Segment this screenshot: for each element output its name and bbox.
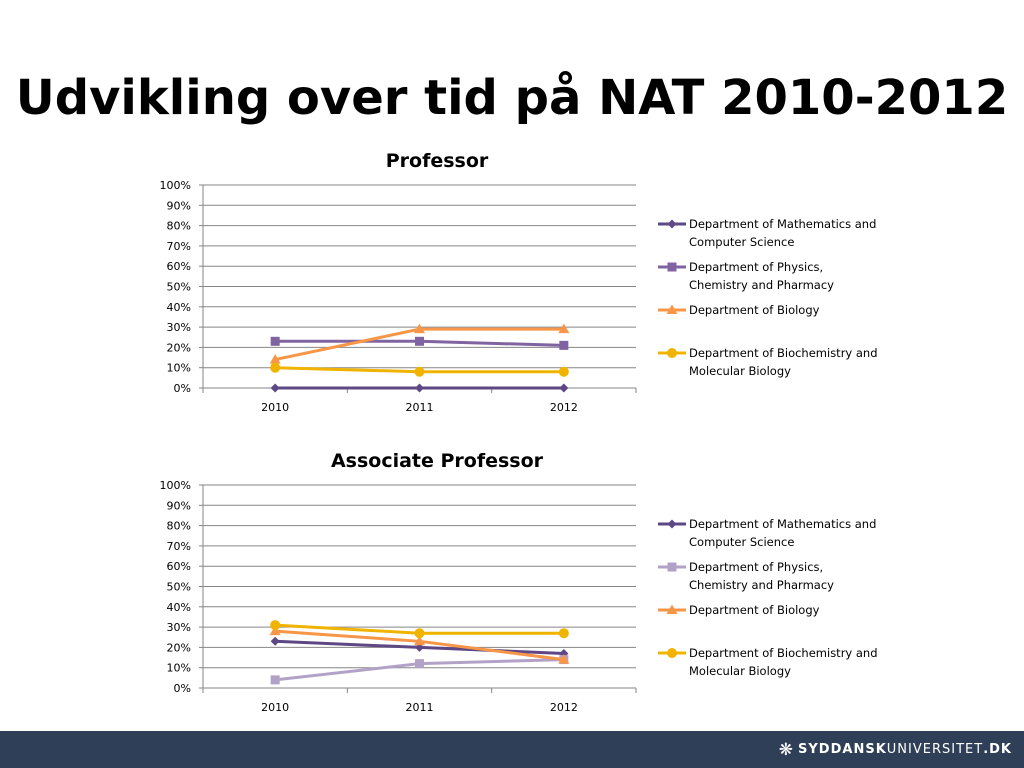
associate-legend-label: Department of Mathematics and: [689, 517, 876, 531]
associate-legend-item: Department of Mathematics and Computer Sc…: [658, 517, 876, 549]
associate-legend-label: Department of Biochemistry and: [689, 646, 878, 660]
associate-data-point: [415, 659, 424, 669]
associate-y-tick-label: 30%: [167, 621, 191, 634]
associate-data-point: [558, 628, 569, 639]
professor-legend-label: Department of Biochemistry and: [689, 346, 878, 360]
professor-y-tick-label: 60%: [167, 260, 191, 273]
associate-data-point: [270, 675, 280, 685]
professor-data-point: [559, 340, 569, 350]
professor-y-tick-label: 0%: [174, 382, 191, 395]
professor-x-tick-label: 2012: [550, 401, 578, 414]
university-logo: ❋ SYDDANSK UNIVERSITET .DK: [779, 731, 1012, 768]
professor-y-tick-label: 70%: [167, 240, 191, 253]
professor-data-point: [414, 366, 425, 377]
associate-data-point: [270, 636, 280, 646]
professor-data-point: [270, 336, 280, 346]
associate-y-tick-label: 90%: [167, 499, 191, 512]
professor-series-0: [270, 383, 569, 393]
professor-chart: Professor 0% 10% 20% 30% 40% 50% 60% 70% 80% 90% 10…: [160, 150, 878, 414]
associate-legend-marker: [667, 519, 677, 529]
professor-legend-label: Department of Physics,: [689, 260, 823, 274]
professor-legend-marker: [667, 262, 677, 272]
professor-legend-label: Chemistry and Pharmacy: [689, 278, 834, 292]
professor-y-tick-label: 100%: [160, 179, 191, 192]
professor-data-point: [414, 323, 425, 334]
professor-legend-item: Department of Biochemistry and Molecular …: [658, 346, 878, 378]
professor-x-tick-label: 2010: [261, 401, 289, 414]
associate-legend-marker: [667, 648, 677, 658]
professor-y-tick-label: 20%: [167, 341, 191, 354]
professor-x-tick-label: 2011: [406, 401, 434, 414]
logo-domain-text: .DK: [983, 742, 1012, 757]
professor-legend-item: Department of Physics, Chemistry and Phar…: [658, 260, 834, 292]
slide-title: Udvikling over tid på NAT 2010-2012: [15, 70, 1009, 126]
associate-y-tick-label: 70%: [167, 540, 191, 553]
professor-data-point: [270, 362, 281, 373]
associate-legend-label: Department of Physics,: [689, 560, 823, 574]
associate-legend-label: Department of Biology: [689, 603, 820, 617]
professor-data-point: [558, 323, 570, 334]
associate-legend-marker: [667, 562, 677, 572]
associate-data-point: [269, 625, 281, 636]
associate-legend-label: Computer Science: [689, 535, 794, 549]
logo-light-text: UNIVERSITET: [886, 742, 984, 757]
associate-y-tick-label: 50%: [167, 581, 191, 594]
professor-data-point: [415, 383, 424, 393]
associate-x-tick-label: 2012: [550, 701, 578, 714]
professor-legend-item: Department of Biology: [658, 303, 820, 317]
associate-legend-label: Molecular Biology: [689, 664, 791, 678]
professor-y-tick-label: 90%: [167, 199, 191, 212]
professor-series-1: [270, 336, 569, 350]
professor-legend-marker: [667, 219, 677, 229]
professor-legend-label: Computer Science: [689, 235, 794, 249]
associate-series-3: [270, 620, 569, 639]
associate-y-tick-label: 10%: [167, 662, 191, 675]
sdu-logo-icon: ❋: [778, 739, 795, 760]
professor-data-point: [558, 366, 569, 377]
professor-legend-marker: [667, 348, 677, 358]
professor-series-3: [270, 362, 569, 377]
associate-legend-label: Chemistry and Pharmacy: [689, 578, 834, 592]
associate-y-tick-label: 40%: [167, 601, 191, 614]
associate-y-tick-label: 0%: [174, 682, 191, 695]
associate-chart-title: Associate Professor: [331, 450, 544, 472]
associate-data-point: [414, 635, 425, 646]
professor-legend-label: Department of Mathematics and: [689, 217, 876, 231]
associate-y-tick-label: 60%: [167, 560, 191, 573]
professor-y-tick-label: 40%: [167, 301, 191, 314]
professor-data-point: [559, 383, 569, 393]
associate-legend-marker: [666, 604, 678, 614]
professor-legend-label: Department of Biology: [689, 303, 820, 317]
associate-y-tick-label: 80%: [167, 520, 191, 533]
associate-y-tick-label: 20%: [167, 641, 191, 654]
professor-data-point: [270, 383, 280, 393]
associate-professor-chart: Associate Professor 0% 10% 20% 30% 40% 50% 60% 7…: [160, 450, 878, 714]
professor-legend-marker: [666, 304, 678, 314]
professor-y-tick-label: 80%: [167, 220, 191, 233]
professor-y-tick-label: 50%: [167, 281, 191, 294]
associate-y-tick-label: 100%: [160, 479, 191, 492]
associate-legend-item: Department of Biochemistry and Molecular …: [658, 646, 878, 678]
professor-legend-item: Department of Mathematics and Computer Sc…: [658, 217, 876, 249]
associate-data-point: [558, 654, 570, 664]
associate-legend-item: Department of Physics, Chemistry and Phar…: [658, 560, 834, 592]
professor-chart-title: Professor: [386, 150, 489, 172]
professor-data-point: [415, 336, 424, 346]
associate-data-point: [414, 628, 425, 639]
professor-legend-label: Molecular Biology: [689, 364, 791, 378]
professor-y-tick-label: 30%: [167, 321, 191, 334]
logo-strong-text: SYDDANSK: [798, 742, 887, 757]
professor-data-point: [269, 354, 281, 364]
professor-y-tick-label: 10%: [167, 362, 191, 375]
associate-x-tick-label: 2011: [406, 701, 434, 714]
associate-data-point: [270, 620, 281, 631]
associate-series-2: [269, 625, 570, 664]
professor-series-2: [269, 323, 570, 364]
associate-legend-item: Department of Biology: [658, 603, 820, 617]
associate-series-1: [270, 655, 569, 685]
footer-bar: ❋ SYDDANSK UNIVERSITET .DK: [0, 731, 1024, 768]
associate-x-tick-label: 2010: [261, 701, 289, 714]
